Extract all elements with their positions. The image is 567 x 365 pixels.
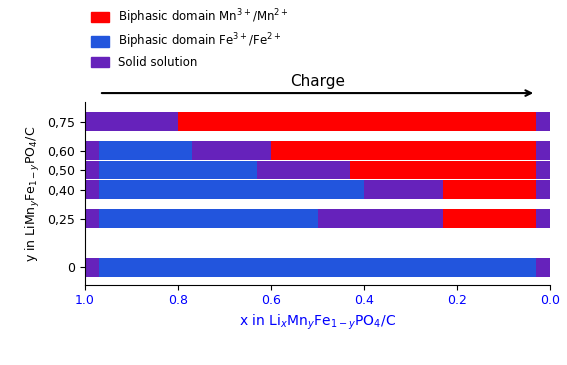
- Bar: [178, 112, 536, 131]
- Bar: [99, 112, 178, 131]
- Bar: [536, 161, 550, 180]
- Bar: [99, 141, 192, 160]
- Y-axis label: y in LiMn$_y$Fe$_{1-y}$PO$_4$/C: y in LiMn$_y$Fe$_{1-y}$PO$_4$/C: [24, 126, 42, 261]
- Bar: [536, 258, 550, 277]
- Bar: [443, 180, 536, 199]
- Bar: [536, 210, 550, 228]
- Bar: [99, 180, 364, 199]
- Bar: [364, 180, 443, 199]
- Bar: [85, 180, 99, 199]
- Bar: [257, 161, 350, 180]
- Bar: [318, 210, 443, 228]
- Bar: [192, 141, 271, 160]
- Bar: [443, 210, 536, 228]
- Bar: [536, 180, 550, 199]
- Bar: [99, 258, 536, 277]
- Bar: [85, 210, 99, 228]
- Bar: [271, 141, 536, 160]
- Bar: [99, 161, 257, 180]
- Bar: [85, 112, 99, 131]
- Bar: [350, 161, 536, 180]
- Legend: Biphasic domain Mn$^{3+}$/Mn$^{2+}$, Biphasic domain Fe$^{3+}$/Fe$^{2+}$, Solid : Biphasic domain Mn$^{3+}$/Mn$^{2+}$, Bip…: [91, 7, 289, 69]
- Bar: [85, 258, 99, 277]
- X-axis label: x in Li$_x$Mn$_y$Fe$_{1-y}$PO$_4$/C: x in Li$_x$Mn$_y$Fe$_{1-y}$PO$_4$/C: [239, 313, 396, 332]
- Bar: [99, 210, 318, 228]
- Text: Charge: Charge: [290, 74, 345, 89]
- Bar: [536, 112, 550, 131]
- Bar: [85, 141, 99, 160]
- Bar: [536, 141, 550, 160]
- Bar: [85, 161, 99, 180]
